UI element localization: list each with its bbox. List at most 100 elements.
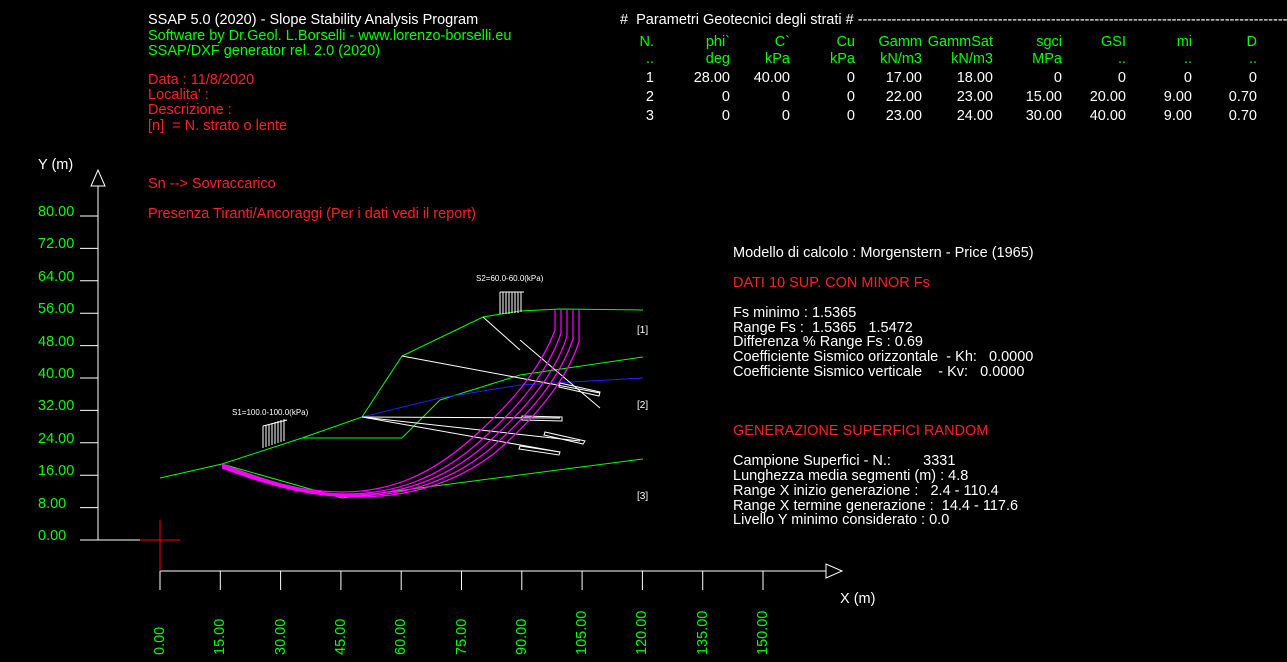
params-header-cell: C` (774, 34, 790, 50)
x-tick-label: 30.00 (272, 618, 289, 655)
params-table-cell: 15.00 (1025, 89, 1062, 105)
x-axis-arrow-icon (825, 563, 844, 579)
anchors (361, 316, 601, 456)
surcharge-s2-label: S2=60.0-60.0(kPa) (476, 274, 544, 283)
params-unit-cell: .. (1117, 51, 1126, 67)
y-tick-label: 80.00 (38, 204, 75, 220)
params-table-cell: 0 (721, 89, 730, 105)
params-header-cell: D (1246, 34, 1257, 50)
params-table-cell: 18.00 (956, 70, 993, 86)
x-tick-label: 60.00 (393, 618, 410, 655)
params-table-cell: 0.70 (1228, 89, 1257, 105)
params-table-cell: 22.00 (885, 89, 922, 105)
descrizione-line: Descrizione : (148, 102, 232, 118)
params-table-cell: 24.00 (956, 108, 993, 124)
origin-marker-icon (140, 520, 180, 571)
range-x-inizio: Range X inizio generazione : 2.4 - 110.4 (733, 483, 999, 499)
params-header-cell: GammSat (927, 34, 993, 50)
x-tick-label: 135.00 (694, 610, 711, 655)
y-tick-label: 48.00 (38, 333, 75, 350)
x-tick-label: 150.00 (755, 610, 771, 655)
layer-boundary-2-3 (221, 458, 644, 499)
params-unit-cell: kN/m3 (880, 51, 922, 67)
x-tick-label: 15.00 (212, 618, 229, 655)
layer-tag-3: [3] (637, 491, 648, 502)
y-tick-label: 40.00 (38, 366, 75, 382)
params-table-cell: 0 (1248, 70, 1257, 86)
params-table-cell: 9.00 (1163, 89, 1192, 105)
params-header-cell: N. (639, 34, 655, 50)
params-header-cell: phi` (705, 34, 730, 50)
y-axis-label: Y (m) (38, 157, 74, 173)
params-table-cell: 1 (645, 70, 654, 86)
layer-legend: [n] = N. strato o lente (148, 118, 288, 134)
coeff-kh: Coefficiente Sismico orizzontale - Kh: 0… (733, 349, 1034, 365)
params-table-cell: 23.00 (885, 108, 922, 124)
fs-minimo: Fs minimo : 1.5365 (733, 305, 857, 321)
params-unit-cell: MPa (1032, 51, 1062, 67)
params-unit-cell: kPa (830, 51, 855, 67)
range-fs: Range Fs : 1.5365 1.5472 (733, 320, 913, 336)
params-table-cell: 0 (846, 89, 855, 105)
params-header-cell: Gamm (878, 34, 923, 50)
params-header-cell: mi (1176, 34, 1192, 50)
x-tick-label: 120.00 (634, 610, 651, 655)
coeff-kv: Coefficiente Sismico verticale - Kv: 0.0… (733, 364, 1025, 380)
tiranti-note: Presenza Tiranti/Ancoraggi (Per i dati v… (148, 206, 477, 222)
params-unit-cell: kN/m3 (951, 51, 993, 67)
generazione-title: GENERAZIONE SUPERFICI RANDOM (733, 423, 989, 439)
range-x-termine: Range X termine generazione : 14.4 - 117… (733, 498, 1019, 514)
params-unit-cell: .. (645, 51, 654, 67)
surcharge-s2 (499, 291, 524, 314)
params-table-cell: 9.00 (1163, 108, 1192, 124)
layer-tag-1: [1] (637, 325, 648, 336)
params-header-cell: GSI (1101, 34, 1126, 50)
params-table-cell: 0 (781, 89, 790, 105)
surcharge-s1 (262, 419, 288, 448)
x-ticks (159, 571, 764, 590)
params-table-cell: 17.00 (885, 70, 922, 86)
campione-superfici: Campione Superfici - N.: 3331 (733, 453, 956, 469)
params-table-cell: 3 (645, 108, 654, 124)
y-tick-label: 56.00 (38, 301, 75, 318)
params-unit-cell: .. (1183, 51, 1192, 67)
sovraccarico-note: Sn --> Sovraccarico (148, 176, 276, 192)
params-table-cell: 2 (645, 89, 654, 105)
water-table-line (361, 377, 644, 418)
y-axis-arrow-icon (90, 168, 106, 187)
y-ticks (80, 215, 98, 541)
x-tick-label: 0.00 (152, 626, 168, 655)
livello-y-minimo: Livello Y minimo considerato : 0.0 (733, 512, 950, 528)
params-unit-cell: .. (1248, 51, 1257, 67)
params-table-cell: 0 (846, 70, 855, 86)
layer-tag-2: [2] (637, 400, 648, 411)
params-unit-cell: kPa (765, 51, 790, 67)
program-title: SSAP 5.0 (2020) - Slope Stability Analys… (148, 12, 479, 28)
y-tick-label: 64.00 (38, 268, 75, 285)
layer-boundary-1-2 (302, 356, 644, 439)
params-header-cell: sgci (1036, 34, 1062, 50)
x-tick-label: 45.00 (332, 618, 349, 655)
params-table-cell: 28.00 (693, 70, 730, 86)
params-table-title: # Parametri Geotecnici degli strati # --… (620, 12, 1287, 28)
params-table-cell: 0 (781, 108, 790, 124)
y-tick-label: 32.00 (38, 398, 75, 415)
x-tick-label: 75.00 (453, 618, 470, 655)
y-tick-label: 0.00 (38, 528, 67, 544)
localita-line: Localita' : (148, 87, 209, 103)
differenza-range-fs: Differenza % Range Fs : 0.69 (733, 334, 923, 350)
y-tick-label: 72.00 (38, 236, 75, 253)
params-table-cell: 0 (721, 108, 730, 124)
params-unit-cell: deg (705, 51, 730, 67)
surcharge-s1-label: S1=100.0-100.0(kPa) (232, 408, 309, 417)
params-table-cell: 0 (1117, 70, 1126, 86)
y-tick-label: 8.00 (38, 495, 67, 512)
params-header-cell: Cu (836, 34, 855, 50)
params-table-cell: 0 (846, 108, 855, 124)
date-line: Data : 11/8/2020 (148, 72, 255, 88)
slope-profile (159, 308, 644, 479)
params-table-cell: 40.00 (753, 70, 790, 86)
params-table-cell: 0.70 (1228, 108, 1257, 124)
x-axis-label: X (m) (840, 591, 876, 607)
